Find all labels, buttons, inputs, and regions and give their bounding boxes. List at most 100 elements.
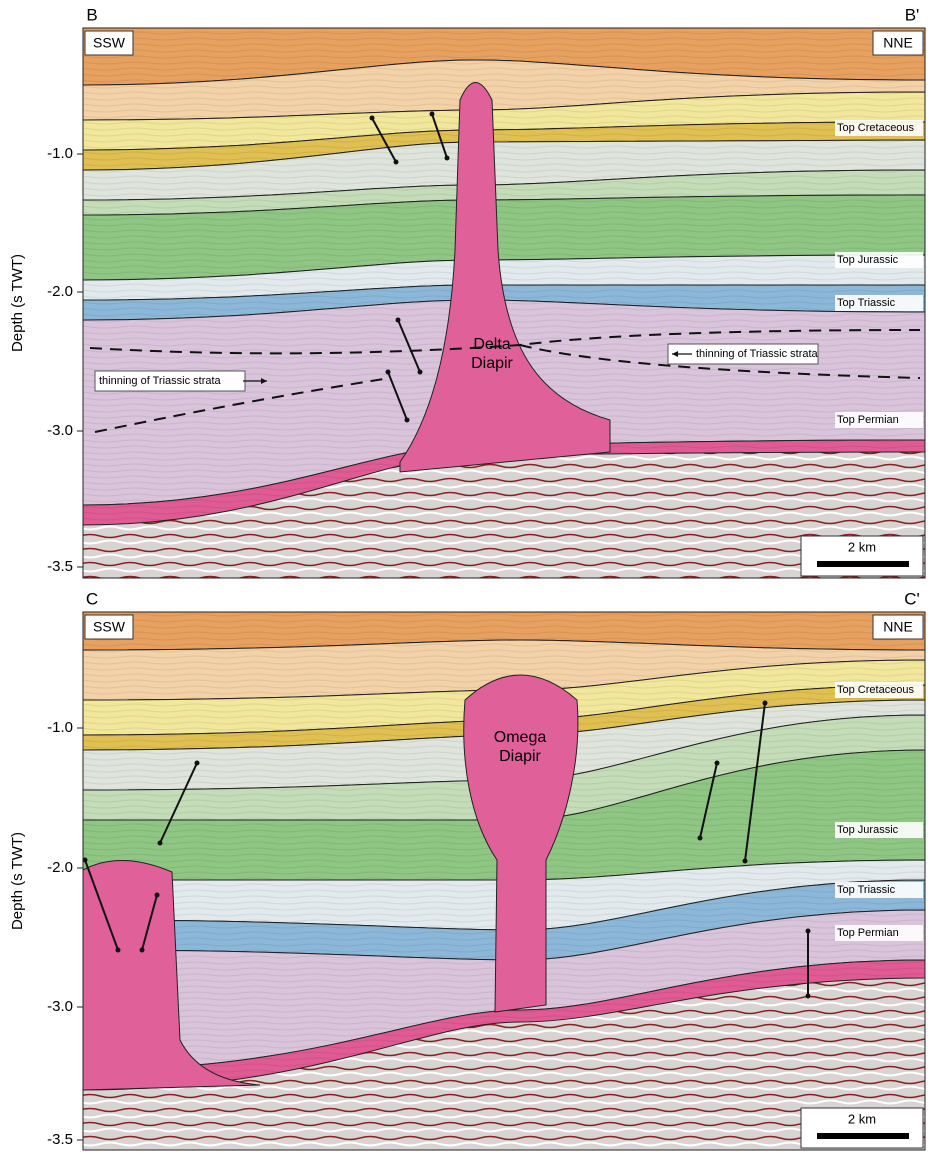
fault-tip: [154, 892, 160, 898]
diapir: [463, 674, 579, 1013]
layer-texture: [83, 960, 925, 1090]
fault-tip: [417, 369, 423, 375]
layer-texture: [83, 880, 925, 960]
horizon-box: [835, 882, 923, 898]
layer-texture: [83, 612, 925, 650]
scale-label: 2 km: [848, 539, 876, 554]
diapir-label: Omega: [494, 729, 547, 746]
horizon-box: [835, 120, 923, 136]
salt-body: [82, 860, 261, 1091]
y-tick-label: -1.0: [47, 719, 73, 736]
fault-tip: [762, 700, 768, 706]
arrow-head: [672, 351, 678, 357]
annotation: thinning of Triassic strata: [696, 348, 819, 360]
horizon-box: [835, 295, 923, 311]
diapir-label: Diapir: [499, 748, 541, 765]
direction-label: NNE: [883, 619, 913, 635]
horizon-label: Top Cretaceous: [837, 122, 915, 134]
dashed-line: [94, 377, 391, 433]
layer-texture: [83, 255, 925, 300]
direction-box: [84, 614, 134, 640]
horizon-box: [835, 412, 923, 428]
fault: [159, 762, 198, 844]
layer-texture: [83, 750, 925, 880]
annotation-box: [667, 343, 819, 365]
layer-texture: [83, 195, 925, 280]
section-label: C: [86, 589, 98, 608]
scale-bar: [817, 561, 909, 567]
fault-tip: [404, 417, 410, 423]
fault-tip: [714, 760, 720, 766]
panel: B B' SSW NNE Depth (s TWT) -1.0 -2.0 -3.0 -3.5 To…: [9, 5, 926, 579]
fault-tip: [742, 858, 748, 864]
direction-label: NNE: [883, 35, 913, 51]
direction-label: SSW: [93, 619, 126, 635]
horizon-label: Top Jurassic: [837, 254, 899, 266]
fault-tip: [393, 159, 399, 165]
diapir-label: Diapir: [471, 355, 513, 372]
fault: [397, 319, 421, 373]
horizon-box: [835, 822, 923, 838]
y-axis-label: Depth (s TWT): [9, 254, 26, 352]
y-axis-label: Depth (s TWT): [9, 832, 26, 930]
y-tick-label: -3.5: [47, 1131, 73, 1148]
fault: [84, 859, 119, 951]
arrow-head: [261, 378, 267, 384]
diapir: [399, 82, 611, 473]
horizon-label: Top Jurassic: [837, 824, 899, 836]
direction-box: [872, 614, 924, 640]
section-label: B': [905, 5, 920, 24]
fault-tip: [157, 840, 163, 846]
fault: [431, 113, 448, 159]
fault: [141, 894, 158, 951]
y-tick-label: -3.0: [47, 998, 73, 1015]
layer-texture: [83, 28, 925, 85]
direction-box: [84, 30, 134, 56]
fault: [744, 702, 766, 862]
horizon-box: [835, 682, 923, 698]
fault-tip: [139, 947, 145, 953]
section-label: B: [86, 5, 97, 24]
layer-texture: [83, 715, 925, 820]
scale-box: [800, 1107, 924, 1149]
dashed-line: [519, 344, 921, 379]
frame: [82, 27, 926, 579]
fault-tip: [805, 928, 811, 934]
diapir-label: Delta: [473, 336, 510, 353]
direction-box: [872, 30, 924, 56]
scale-label: 2 km: [848, 1111, 876, 1126]
fault-tip: [697, 835, 703, 841]
horizon-box: [835, 925, 923, 941]
horizon-box: [835, 252, 923, 268]
fault-tip: [82, 857, 88, 863]
y-tick-label: -2.0: [47, 859, 73, 876]
layer-texture: [83, 170, 925, 215]
fault-tip: [369, 115, 375, 121]
horizon-label: Top Permian: [837, 414, 899, 426]
annotation: thinning of Triassic strata: [99, 375, 222, 387]
scale-box: [800, 535, 924, 577]
layer-texture: [83, 440, 925, 525]
fault: [371, 117, 397, 163]
horizon-label: Top Cretaceous: [837, 684, 915, 696]
horizon-label: Top Permian: [837, 927, 899, 939]
fault-tip: [395, 317, 401, 323]
fault-tip: [429, 111, 435, 117]
fault-tip: [444, 155, 450, 161]
fault-tip: [385, 369, 391, 375]
layer-texture: [83, 92, 925, 150]
layer-texture: [83, 685, 925, 750]
layer-texture: [83, 640, 925, 700]
y-tick-label: -2.0: [47, 283, 73, 300]
layer-texture: [83, 60, 925, 120]
frame: [82, 611, 926, 1151]
fault-tip: [805, 993, 811, 999]
direction-label: SSW: [93, 35, 126, 51]
y-tick-label: -3.5: [47, 558, 73, 575]
y-tick-label: -1.0: [47, 145, 73, 162]
panel: C C' SSW NNE Depth (s TWT) -1.0 -2.0 -3.0 -3.5 To…: [9, 589, 926, 1151]
fault: [387, 371, 408, 421]
scale-bar: [817, 1133, 909, 1139]
